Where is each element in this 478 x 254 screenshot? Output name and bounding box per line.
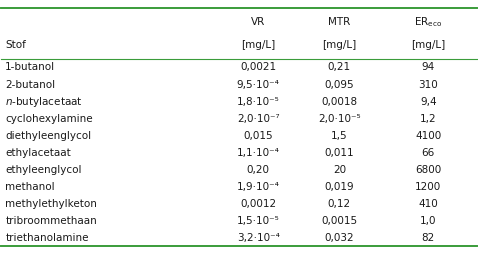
Text: 0,032: 0,032 <box>325 233 354 243</box>
Text: 1200: 1200 <box>415 182 441 192</box>
Text: 66: 66 <box>422 148 435 158</box>
Text: 1,0: 1,0 <box>420 216 436 226</box>
Text: ER$_{\mathrm{eco}}$: ER$_{\mathrm{eco}}$ <box>414 15 443 29</box>
Text: 1,8·10⁻⁵: 1,8·10⁻⁵ <box>237 97 280 106</box>
Text: 0,0018: 0,0018 <box>321 97 358 106</box>
Text: MTR: MTR <box>328 17 350 27</box>
Text: VR: VR <box>251 17 265 27</box>
Text: diethyleenglycol: diethyleenglycol <box>5 131 91 141</box>
Text: 1,2: 1,2 <box>420 114 436 124</box>
Text: methylethylketon: methylethylketon <box>5 199 97 209</box>
Text: 2,0·10⁻⁵: 2,0·10⁻⁵ <box>318 114 361 124</box>
Text: 0,0015: 0,0015 <box>321 216 358 226</box>
Text: 1-butanol: 1-butanol <box>5 62 55 72</box>
Text: 6800: 6800 <box>415 165 441 175</box>
Text: cyclohexylamine: cyclohexylamine <box>5 114 93 124</box>
Text: 4100: 4100 <box>415 131 441 141</box>
Text: triethanolamine: triethanolamine <box>5 233 89 243</box>
Text: 0,011: 0,011 <box>325 148 354 158</box>
Text: methanol: methanol <box>5 182 55 192</box>
Text: 0,0021: 0,0021 <box>240 62 276 72</box>
Text: 82: 82 <box>422 233 435 243</box>
Text: 310: 310 <box>418 80 438 89</box>
Text: [mg/L]: [mg/L] <box>322 40 357 50</box>
Text: [mg/L]: [mg/L] <box>411 40 445 50</box>
Text: 2-butanol: 2-butanol <box>5 80 55 89</box>
Text: [mg/L]: [mg/L] <box>241 40 275 50</box>
Text: 0,21: 0,21 <box>328 62 351 72</box>
Text: 0,20: 0,20 <box>247 165 270 175</box>
Text: 94: 94 <box>422 62 435 72</box>
Text: ethyleenglycol: ethyleenglycol <box>5 165 82 175</box>
Text: 0,12: 0,12 <box>328 199 351 209</box>
Text: 9,5·10⁻⁴: 9,5·10⁻⁴ <box>237 80 280 89</box>
Text: 0,0012: 0,0012 <box>240 199 276 209</box>
Text: 0,015: 0,015 <box>243 131 273 141</box>
Text: tribroommethaan: tribroommethaan <box>5 216 97 226</box>
Text: 0,095: 0,095 <box>325 80 354 89</box>
Text: 3,2·10⁻⁴: 3,2·10⁻⁴ <box>237 233 280 243</box>
Text: 1,5: 1,5 <box>331 131 348 141</box>
Text: $n$-butylacetaat: $n$-butylacetaat <box>5 94 83 108</box>
Text: 410: 410 <box>418 199 438 209</box>
Text: 0,019: 0,019 <box>325 182 354 192</box>
Text: Stof: Stof <box>5 40 26 50</box>
Text: ethylacetaat: ethylacetaat <box>5 148 71 158</box>
Text: 1,9·10⁻⁴: 1,9·10⁻⁴ <box>237 182 280 192</box>
Text: 9,4: 9,4 <box>420 97 436 106</box>
Text: 20: 20 <box>333 165 346 175</box>
Text: 1,5·10⁻⁵: 1,5·10⁻⁵ <box>237 216 280 226</box>
Text: 2,0·10⁻⁷: 2,0·10⁻⁷ <box>237 114 280 124</box>
Text: 1,1·10⁻⁴: 1,1·10⁻⁴ <box>237 148 280 158</box>
